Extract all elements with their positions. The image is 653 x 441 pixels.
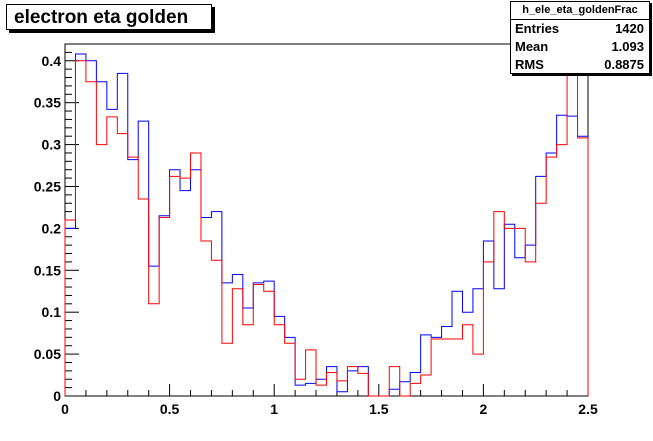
stats-row-entries: Entries 1420: [511, 20, 649, 38]
plot-frame: [64, 43, 589, 397]
x-tick-label: 1.5: [369, 401, 389, 417]
stats-value: 0.8875: [604, 57, 644, 72]
stats-value: 1.093: [611, 39, 644, 54]
histogram-series-1: [64, 53, 589, 397]
x-tick-label: 0.5: [160, 401, 180, 417]
y-tick-label: 0.4: [42, 53, 62, 69]
stats-row-rms: RMS 0.8875: [511, 56, 649, 74]
x-tick-label: 2.5: [578, 401, 598, 417]
y-tick-label: 0.35: [34, 95, 61, 111]
stats-label: Mean: [515, 39, 549, 54]
y-tick-label: 0.3: [42, 137, 62, 153]
x-tick-label: 0: [61, 401, 69, 417]
histogram-series-2: [64, 60, 589, 397]
x-tick-label: 2: [480, 401, 488, 417]
y-tick-label: 0.15: [34, 262, 61, 278]
stats-value: 1420: [615, 21, 644, 36]
y-tick-label: 0: [53, 388, 61, 404]
y-tick-label: 0.25: [34, 178, 61, 194]
chart-title: electron eta golden: [6, 4, 212, 30]
stats-label: RMS: [515, 57, 544, 72]
stats-label: Entries: [515, 21, 560, 36]
x-tick-label: 1: [270, 401, 278, 417]
stats-box: h_ele_eta_goldenFrac Entries 1420 Mean 1…: [510, 1, 650, 74]
series-group: [64, 53, 589, 397]
stats-histogram-name: h_ele_eta_goldenFrac: [511, 2, 649, 20]
axes: 0 0.5 1 1.5 2 2.5 0 0.05 0.1 0.15 0.2 0.25 0.3 0.35 0.…: [34, 43, 598, 417]
stats-row-mean: Mean 1.093: [511, 38, 649, 56]
y-tick-label: 0.1: [42, 304, 62, 320]
y-tick-label: 0.05: [34, 346, 61, 362]
y-tick-label: 0.2: [42, 220, 62, 236]
